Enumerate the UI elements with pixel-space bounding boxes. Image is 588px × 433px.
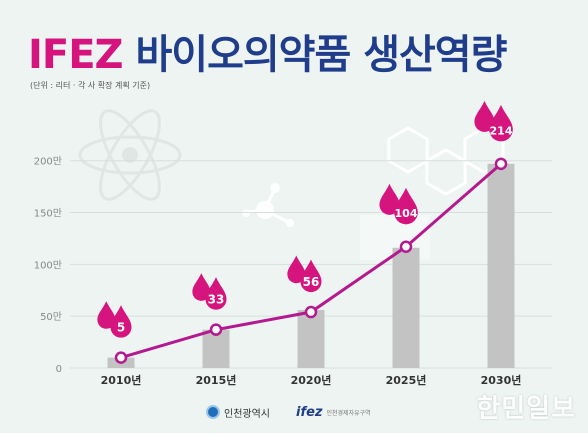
hexagon-1 [387, 126, 429, 174]
molecule-node-4 [286, 219, 294, 227]
y-axis: 0 50만 100만 150만 200만 [34, 156, 62, 375]
drop-icon-back [192, 273, 211, 301]
ifez-logo-sub: 인천경제자유구역 [326, 409, 371, 417]
line-point [114, 351, 128, 364]
drop-icon-front [110, 305, 132, 338]
drop-icon-back [287, 255, 306, 284]
ifez-logo-mark: ifez [296, 404, 323, 420]
line-point [209, 323, 223, 336]
y-tick-label: 150만 [34, 208, 62, 220]
x-tick-label: 2030년 [481, 373, 522, 387]
x-tick-label: 2010년 [101, 373, 142, 387]
bar [297, 309, 325, 368]
atom-orbit-2 [99, 109, 161, 201]
ifez-logo: ifez 인천경제자유구역 [296, 402, 371, 422]
drop-icon-back [97, 301, 116, 329]
x-tick-label: 2015년 [196, 373, 237, 387]
title-brand: IFEZ [28, 32, 124, 78]
data-label: 33 [208, 292, 225, 306]
y-tick-label: 0 [56, 364, 62, 375]
bar-series [107, 163, 515, 368]
bar [392, 247, 420, 368]
incheon-logo-icon [206, 405, 220, 419]
data-label: 5 [117, 320, 125, 334]
atom-orbit-3 [99, 109, 161, 201]
drop-icon-back [474, 100, 495, 132]
hexagon-2 [425, 148, 467, 196]
line-point [399, 240, 413, 253]
data-label: 104 [395, 207, 418, 220]
drop-icon-front [300, 259, 322, 293]
y-tick-label: 200만 [34, 156, 62, 168]
bar [487, 163, 515, 368]
molecule-node-2 [270, 183, 280, 193]
title-text: 바이오의약품 생산역량 [135, 32, 507, 78]
x-tick-label: 2020년 [291, 373, 332, 387]
drop-icon-front [394, 187, 418, 225]
watermark: 한민일보 [476, 394, 576, 424]
data-label: 56 [303, 275, 320, 289]
y-tick-label: 100만 [34, 259, 62, 271]
x-axis: 2010년 2015년 2020년 2025년 2030년 [101, 373, 522, 387]
incheon-logo-text: 인천광역시 [224, 408, 270, 420]
atom-orbit-1 [78, 135, 182, 175]
unit-note: (단위 : 리터 · 각 사 확장 계획 기준) [30, 81, 151, 90]
molecule-node-1 [256, 201, 274, 219]
data-labels: 5 33 56 104 214 [97, 100, 513, 338]
atom-nucleus [122, 147, 138, 163]
y-tick-label: 50만 [40, 311, 62, 323]
drop-icon-back [379, 183, 400, 215]
data-label: 214 [490, 124, 513, 137]
line-point [494, 157, 508, 171]
decoration-group [78, 109, 505, 260]
bar [202, 329, 230, 368]
drop-icon-front [489, 104, 513, 142]
line-series [114, 157, 508, 364]
chart-title: IFEZ 바이오의약품 생산역량 [28, 22, 507, 80]
incheon-logo: 인천광역시 [206, 402, 270, 422]
line-point [304, 305, 318, 319]
drop-icon-front [205, 277, 227, 310]
x-tick-label: 2025년 [386, 373, 427, 387]
